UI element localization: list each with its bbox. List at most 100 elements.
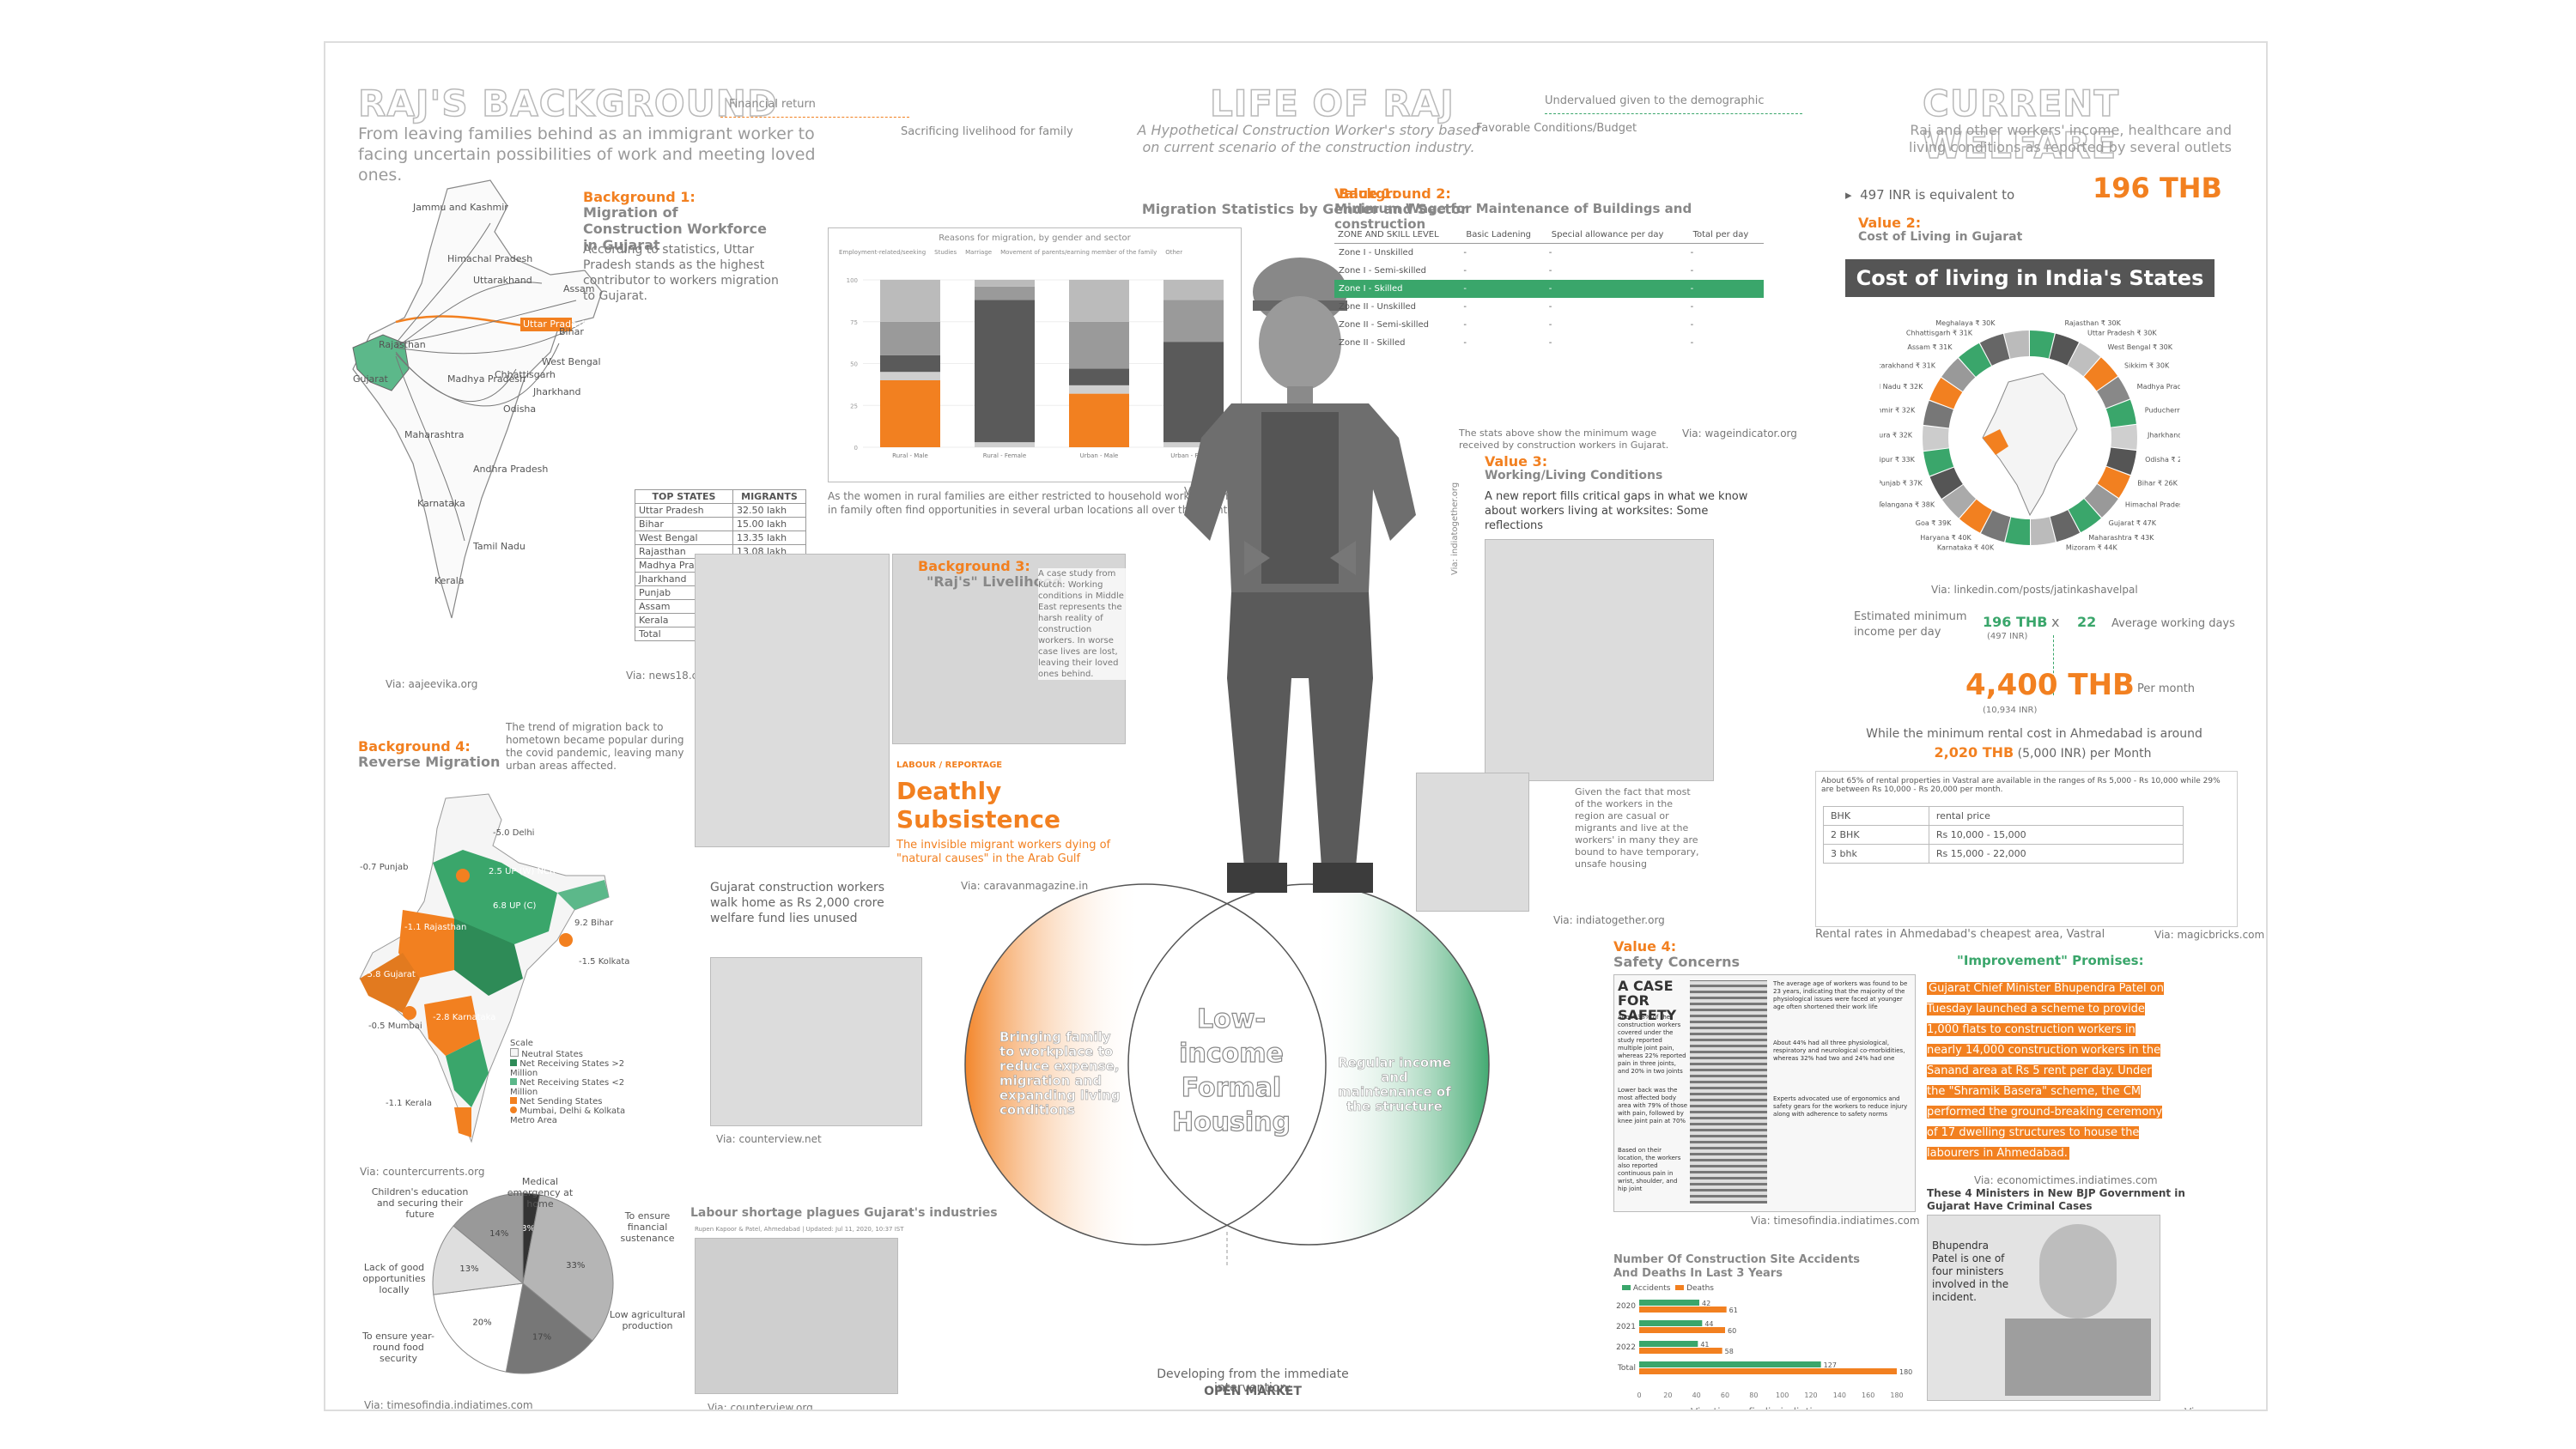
donut-segment xyxy=(2049,333,2079,366)
value1-caption: The stats above show the minimum wage re… xyxy=(1459,427,1669,451)
map-label-jharkhand: Jharkhand xyxy=(533,386,581,397)
pie-slice xyxy=(432,1225,525,1295)
table-row: 2 BHK Rs 10,000 - 15,000 xyxy=(1823,825,2184,845)
wage-cell: - xyxy=(1690,320,1694,330)
donut-segment xyxy=(1923,448,1954,476)
deaths-value: 60 xyxy=(1728,1327,1736,1335)
x-tick-label: 40 xyxy=(1692,1391,1701,1399)
legend-heading: Scale xyxy=(510,1039,533,1048)
bg2-chart-heading: Reasons for migration, by gender and sec… xyxy=(939,233,1131,243)
donut-segment xyxy=(1929,467,1963,500)
wage-cell: - xyxy=(1548,266,1552,276)
donut-segment xyxy=(2105,399,2136,427)
cost-of-living-donut: Meghalaya ₹ 30K Rajasthan ₹ 30K Chhattisga… xyxy=(1880,319,2180,551)
pie-label-agriculture: Low agricultural production xyxy=(609,1309,686,1331)
bg3-title: "Raj's" Livelihood xyxy=(927,573,1063,590)
table-row: Zone II - Semi-skilled - - - xyxy=(1334,316,1764,334)
accidents-value: 42 xyxy=(1702,1300,1710,1307)
wage-cell: Zone II - Skilled xyxy=(1339,338,1406,348)
rent-header-bhk: BHK xyxy=(1823,806,1929,826)
est-label: Estimated minimum income per day xyxy=(1854,610,1967,639)
bg4-label: Background 4: xyxy=(358,738,471,755)
wage-cell: - xyxy=(1690,266,1694,276)
migrants-via: Via: news18.com xyxy=(626,670,714,682)
center-header-title: LIFE OF RAJ xyxy=(1209,82,1455,125)
donut-segment xyxy=(1959,499,1992,533)
donut-state-label: Meghalaya ₹ 30K xyxy=(1935,319,1996,327)
accidents-value: 127 xyxy=(1824,1361,1837,1369)
map-label-west-bengal: West Bengal xyxy=(542,356,601,367)
pie-pct-label: 17% xyxy=(532,1332,551,1342)
bar-segment xyxy=(1163,442,1224,447)
wage-cell: - xyxy=(1463,320,1467,330)
map-label-uttar-pradesh: Uttar Pradesh xyxy=(523,318,588,330)
x-tick-label: 60 xyxy=(1721,1391,1729,1399)
accidents-value: 41 xyxy=(1700,1341,1709,1349)
donut-state-label: Haryana ₹ 40K xyxy=(1920,534,1971,542)
legend-recv-lt2-label: Net Receiving States <2 Million xyxy=(510,1078,625,1097)
map-label-gujarat: Gujarat xyxy=(353,373,388,385)
table-row: Zone I - Semi-skilled - - - xyxy=(1334,262,1764,280)
deaths-value: 61 xyxy=(1729,1307,1738,1314)
pie-label-education: Children's education and securing their … xyxy=(371,1186,469,1220)
category-label: 2022 xyxy=(1616,1343,1636,1352)
y-tick-label: 0 xyxy=(854,445,858,452)
venn-bottom-2: OPEN MARKET xyxy=(1204,1385,1302,1398)
bg2-legend: Employment-related/seeking Studies Marri… xyxy=(839,249,1234,256)
wage-cell: - xyxy=(1548,320,1552,330)
flow-arrow-right xyxy=(1545,113,1802,114)
inr-prefix: ▸ 497 INR is equivalent to xyxy=(1845,187,2015,203)
rent-caption: Rental rates in Ahmedabad's cheapest are… xyxy=(1815,928,2105,941)
bg4-title: Reverse Migration xyxy=(358,754,501,770)
bar-segment xyxy=(1163,280,1224,300)
map-label-jammu: Jammu and Kashmir xyxy=(413,202,508,213)
bg2-caption: As the women in rural families are eithe… xyxy=(828,490,1253,516)
donut-state-label: Assam ₹ 31K xyxy=(1907,343,1953,351)
wage-cell: Zone I - Semi-skilled xyxy=(1339,266,1427,276)
map-label-madhya-pradesh: Madhya Pradesh xyxy=(447,373,526,385)
donut-segment xyxy=(2084,483,2118,518)
safety-card: A CASE FOR SAFETY About 38% of the const… xyxy=(1613,974,1916,1212)
bar-segment xyxy=(1069,321,1129,369)
donut-state-label: Jammu and Kashmir ₹ 32K xyxy=(1880,407,1916,415)
month-suffix: Per month xyxy=(2137,682,2196,695)
pie-pct-label: 33% xyxy=(566,1261,585,1270)
donut-state-label: Tamil Nadu ₹ 32K xyxy=(1880,383,1923,391)
venn-bottom-1: Developing from the immediate interventi… xyxy=(1157,1367,1349,1395)
rent-via: Via: magicbricks.com xyxy=(2154,929,2265,941)
donut-state-label: Punjab ₹ 37K xyxy=(1880,479,1923,487)
donut-segment xyxy=(1941,358,1976,392)
legend-other: Other xyxy=(1165,249,1183,256)
table-row: Bihar 15.00 lakh xyxy=(635,517,807,531)
flow-undervalued: Undervalued given to the demographic xyxy=(1545,94,1765,107)
legend-sending-label: Net Sending States xyxy=(519,1097,603,1106)
donut-segment xyxy=(2083,357,2118,391)
rev-mumbai: -0.5 Mumbai xyxy=(368,1022,422,1031)
deathly-kicker: LABOUR / REPORTAGE xyxy=(896,761,1003,770)
accidents-value: 44 xyxy=(1704,1320,1713,1328)
flow-financial-return: Financial return xyxy=(729,98,816,111)
news-walk-home: Gujarat construction workers walk home a… xyxy=(710,881,885,925)
legend-recv-lt2: Net Receiving States <2 Million xyxy=(510,1078,639,1097)
safety-bullet: Lower back was the most affected body ar… xyxy=(1618,1087,1688,1125)
donut-segment xyxy=(1929,378,1963,409)
donut-segment xyxy=(2106,447,2137,476)
rev-kerala: -1.1 Kerala xyxy=(386,1099,433,1108)
pie-label-opportunities: Lack of good opportunities locally xyxy=(362,1262,426,1295)
inr-prefix-text: 497 INR is equivalent to xyxy=(1860,187,2015,203)
donut-segment xyxy=(1959,343,1992,377)
rent-header-row: BHK rental price xyxy=(1823,806,2184,826)
deaths-bar xyxy=(1639,1327,1725,1333)
wage-cell: - xyxy=(1690,248,1694,258)
category-label: Total xyxy=(1617,1364,1636,1373)
donut-state-label: Bihar ₹ 26K xyxy=(2137,479,2178,487)
map-label-chhattisgarh: Chhattisgarh xyxy=(495,369,556,380)
pie-pct-label: 14% xyxy=(489,1229,508,1239)
minister-photo: Bhupendra Patel is one of four ministers… xyxy=(1927,1215,2160,1401)
migrants-cell: 32.50 lakh xyxy=(732,503,807,518)
value1-via: Via: wageindicator.org xyxy=(1682,427,1797,440)
deaths-value: 58 xyxy=(1725,1348,1734,1355)
deathly-title: Deathly Subsistence xyxy=(896,777,1060,834)
bar-segment xyxy=(975,300,1035,443)
value3-side-text: Via: indiatogether.org xyxy=(1450,482,1460,575)
